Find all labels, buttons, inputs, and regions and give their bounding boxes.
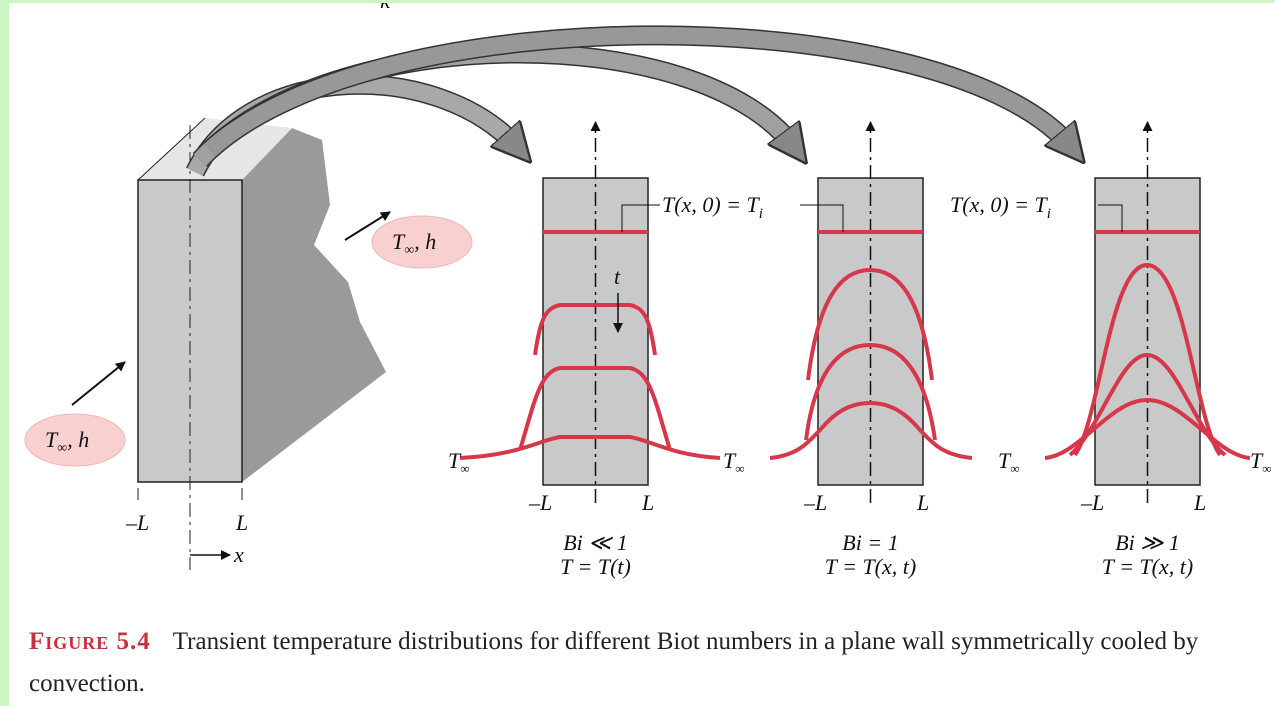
biot: Bi ≪ 1 <box>563 530 628 555</box>
top-fragment: κ <box>380 3 391 13</box>
caption: Figure 5.4 Transient temperature distribu… <box>29 621 1259 705</box>
biot: Bi = 1 <box>842 530 898 555</box>
leader <box>621 204 844 232</box>
sheet: κ –L L x T∞, h T∞, h –L L Bi ≪ 1T = T(t) –L… <box>9 3 1275 706</box>
caption-text: Transient temperature distributions for … <box>29 628 1199 697</box>
figure: κ –L L x T∞, h T∞, h –L L Bi ≪ 1T = T(t) –L… <box>24 3 1272 579</box>
ambient-temp: T∞ <box>448 448 470 476</box>
ambient-label: T∞, h <box>45 427 89 456</box>
minus-l: –L <box>803 490 827 515</box>
wall-side <box>242 128 386 482</box>
minus-l: –L <box>1080 490 1104 515</box>
ambient-label: T∞, h <box>392 229 436 258</box>
caption-label: Figure 5.4 <box>29 628 151 655</box>
x-label: x <box>233 542 244 567</box>
biot: Bi ≫ 1 <box>1115 530 1180 555</box>
wall-minus-l: –L <box>125 510 149 535</box>
initial-label: T(x, 0) = Ti <box>950 192 1051 222</box>
leader <box>1098 204 1123 232</box>
l: L <box>916 490 929 515</box>
minus-l: –L <box>528 490 552 515</box>
ambient-temp: T∞ <box>723 448 745 476</box>
flow-arrow <box>344 211 391 241</box>
ambient-temp: T∞ <box>998 448 1020 476</box>
wall-edge <box>137 117 206 181</box>
time-label: t <box>614 264 621 289</box>
regime: T = T(x, t) <box>1102 554 1193 579</box>
cloud <box>24 413 126 467</box>
ambient-temp: T∞ <box>1250 448 1272 476</box>
regime: T = T(x, t) <box>825 554 916 579</box>
flow-arrow <box>71 361 126 406</box>
profiles <box>459 262 1251 460</box>
l: L <box>641 490 654 515</box>
regime: T = T(t) <box>560 554 631 579</box>
initial-label: T(x, 0) = Ti <box>662 192 763 222</box>
l: L <box>1193 490 1206 515</box>
cloud <box>371 215 473 269</box>
big-arrows <box>186 25 1072 177</box>
wall-l: L <box>235 510 248 535</box>
